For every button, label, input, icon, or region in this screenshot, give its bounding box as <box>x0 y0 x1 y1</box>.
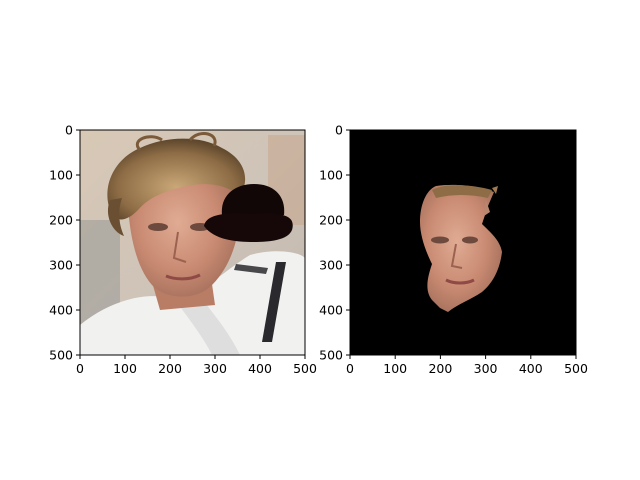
x-tick-label: 0 <box>346 361 354 376</box>
x-tick-label: 500 <box>564 361 588 376</box>
y-tick-label: 0 <box>65 123 73 138</box>
x-tick-label: 0 <box>76 361 84 376</box>
y-tick-label: 100 <box>319 168 343 183</box>
left-image-panel <box>80 130 305 355</box>
x-tick-label: 100 <box>383 361 407 376</box>
y-tick-label: 200 <box>49 213 73 228</box>
x-tick-label: 200 <box>428 361 452 376</box>
x-tick-label: 100 <box>113 361 137 376</box>
y-tick-label: 100 <box>49 168 73 183</box>
x-tick-label: 300 <box>474 361 498 376</box>
x-tick-label: 300 <box>203 361 227 376</box>
y-tick-label: 400 <box>319 303 343 318</box>
x-tick-label: 200 <box>158 361 182 376</box>
right-image-panel <box>350 130 576 355</box>
y-tick-label: 300 <box>319 258 343 273</box>
y-tick-label: 300 <box>49 258 73 273</box>
y-tick-label: 500 <box>319 348 343 363</box>
y-tick-label: 200 <box>319 213 343 228</box>
x-tick-label: 400 <box>519 361 543 376</box>
x-tick-label: 500 <box>293 361 317 376</box>
y-tick-label: 0 <box>335 123 343 138</box>
y-tick-label: 500 <box>49 348 73 363</box>
x-tick-label: 400 <box>248 361 272 376</box>
y-tick-label: 400 <box>49 303 73 318</box>
